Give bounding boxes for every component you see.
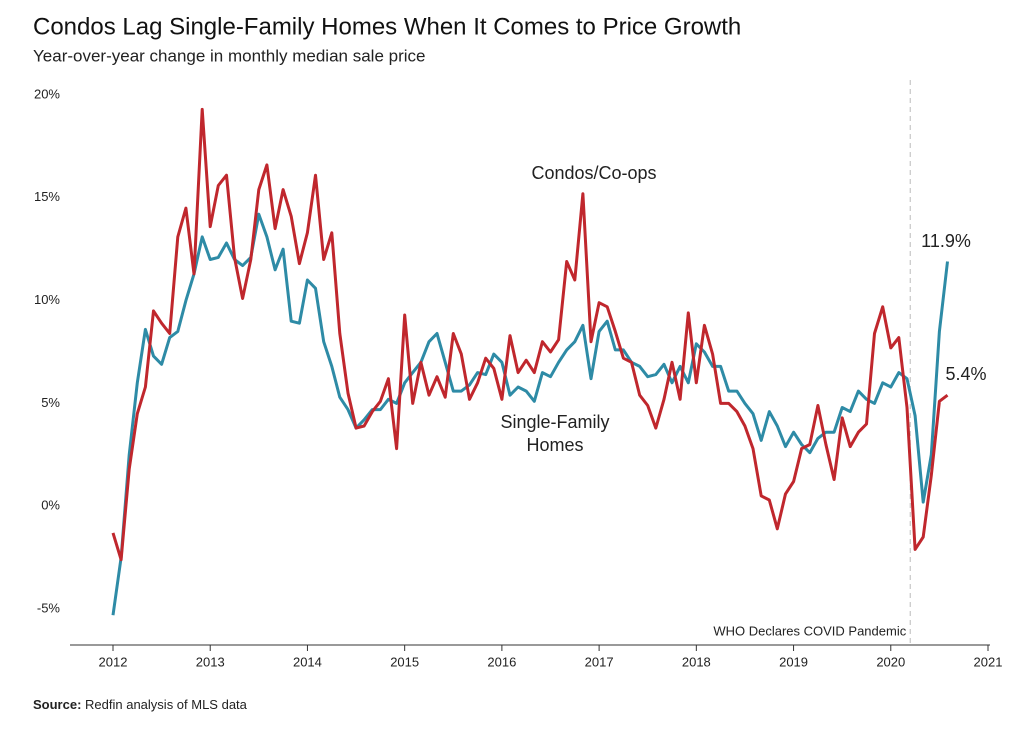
- source-text: Redfin analysis of MLS data: [85, 697, 248, 712]
- x-tick-label: 2016: [487, 654, 516, 669]
- end-label: 5.4%: [945, 364, 986, 384]
- x-tick-label: 2020: [876, 654, 905, 669]
- y-tick-label: 5%: [41, 395, 60, 410]
- y-tick-label: 15%: [34, 189, 60, 204]
- series-name-part: Single-Family: [500, 412, 609, 432]
- series-name: Condos/Co-ops: [531, 163, 656, 183]
- y-tick-label: 10%: [34, 292, 60, 307]
- series-label: Condos/Co-ops: [531, 163, 656, 183]
- series-label: Single-Family Homes: [500, 412, 609, 455]
- y-tick-label: -5%: [37, 600, 61, 615]
- series-name-part: Homes: [526, 435, 583, 455]
- x-tick-label: 2018: [682, 654, 711, 669]
- chart-title: Condos Lag Single-Family Homes When It C…: [33, 13, 741, 40]
- y-tick-label: 20%: [34, 86, 60, 101]
- x-tick-label: 2017: [585, 654, 614, 669]
- x-tick-label: 2013: [196, 654, 225, 669]
- x-tick-label: 2014: [293, 654, 322, 669]
- end-label: 11.9%: [921, 231, 971, 251]
- x-tick-label: 2015: [390, 654, 419, 669]
- source-label: Source:: [33, 697, 81, 712]
- event-label: WHO Declares COVID Pandemic: [713, 623, 906, 638]
- source: Source: Redfin analysis of MLS data: [33, 697, 248, 712]
- y-tick-label: 0%: [41, 498, 60, 513]
- x-tick-label: 2021: [974, 654, 1003, 669]
- x-tick-label: 2012: [99, 654, 128, 669]
- series-line: [111, 107, 949, 562]
- x-tick-label: 2019: [779, 654, 808, 669]
- chart-subtitle: Year-over-year change in monthly median …: [33, 46, 425, 65]
